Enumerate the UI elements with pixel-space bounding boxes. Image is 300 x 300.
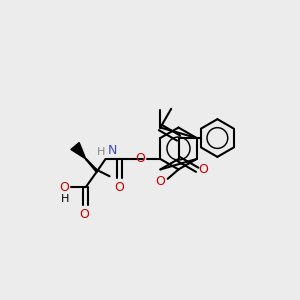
Text: O: O bbox=[198, 163, 208, 176]
Text: O: O bbox=[135, 152, 145, 166]
Polygon shape bbox=[71, 142, 86, 159]
Text: N: N bbox=[107, 145, 117, 158]
Text: H: H bbox=[97, 148, 105, 158]
Text: H: H bbox=[61, 194, 69, 204]
Text: O: O bbox=[59, 181, 69, 194]
Text: O: O bbox=[114, 181, 124, 194]
Text: O: O bbox=[80, 208, 89, 221]
Text: O: O bbox=[155, 175, 165, 188]
